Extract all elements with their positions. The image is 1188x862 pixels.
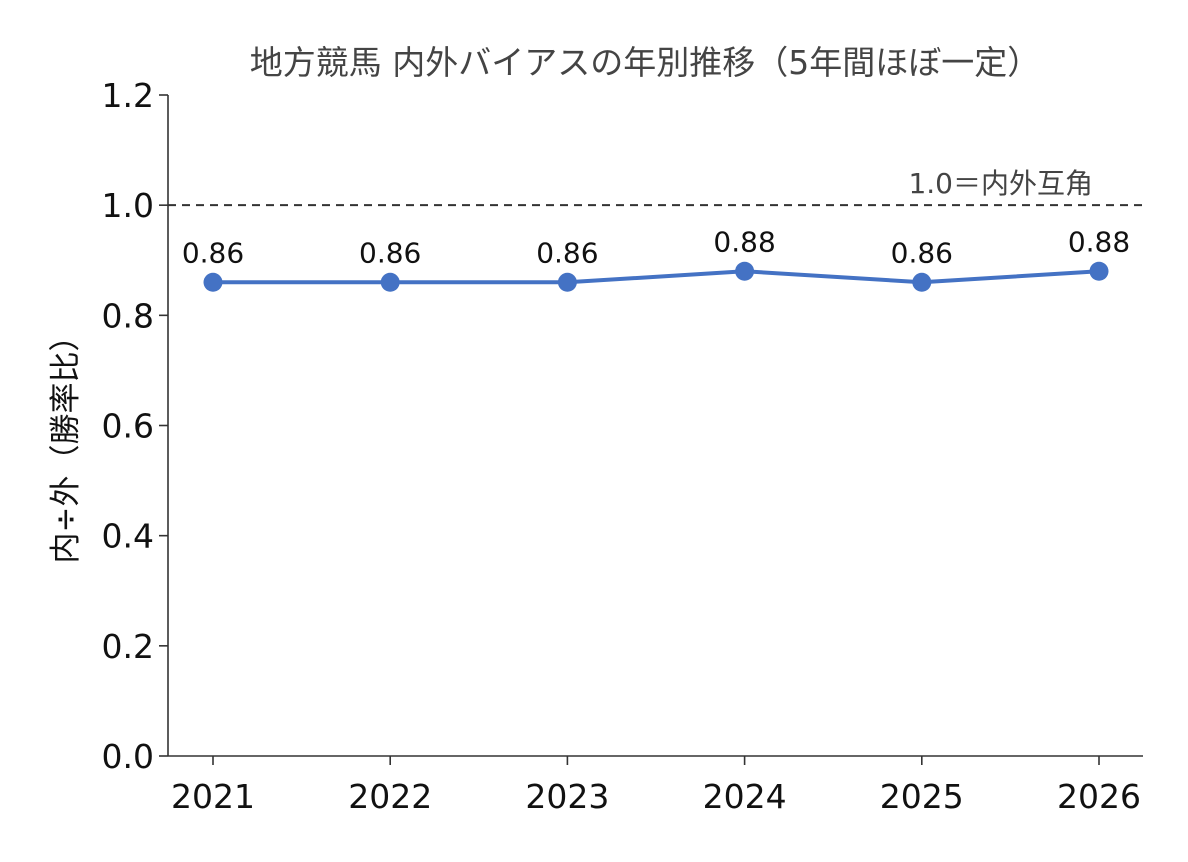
data-label: 0.86 <box>536 236 598 269</box>
data-label: 0.88 <box>1068 225 1130 258</box>
x-tick-label: 2026 <box>1057 777 1141 816</box>
series-line <box>213 269 1100 285</box>
data-label: 0.86 <box>182 236 244 269</box>
y-axis-label: 内÷外（勝率比） <box>48 321 84 564</box>
y-tick-label: 0.0 <box>102 737 154 776</box>
chart-title: 地方競馬 内外バイアスの年別推移（5年間ほぼ一定） <box>250 43 1041 82</box>
series-layer: 0.86 0.86 0.86 0.88 0.86 0.88 <box>182 225 1130 292</box>
reference-layer: 1.0＝内外互角 <box>168 167 1143 207</box>
data-point <box>735 261 755 281</box>
x-tick-label: 2024 <box>703 777 787 816</box>
data-point <box>1089 261 1109 281</box>
data-label: 0.88 <box>713 225 775 258</box>
data-point <box>380 272 400 292</box>
x-tick-label: 2021 <box>171 777 255 816</box>
y-tick-label: 1.2 <box>102 76 154 115</box>
axes: 0.0 0.2 0.4 0.6 0.8 1.0 1.2 2021 2022 2023 2024 202… <box>102 76 1143 816</box>
data-label: 0.86 <box>359 236 421 269</box>
y-tick-label: 1.0 <box>102 186 154 225</box>
data-point <box>203 272 223 292</box>
y-tick-label: 0.8 <box>102 296 154 335</box>
data-point <box>557 272 577 292</box>
x-tick-label: 2023 <box>525 777 609 816</box>
reference-line-label: 1.0＝内外互角 <box>908 167 1093 200</box>
y-tick-label: 0.4 <box>102 517 154 556</box>
data-point <box>912 272 932 292</box>
data-label: 0.86 <box>891 236 953 269</box>
x-tick-label: 2025 <box>880 777 964 816</box>
x-tick-label: 2022 <box>348 777 432 816</box>
y-tick-label: 0.2 <box>102 627 154 666</box>
y-tick-label: 0.6 <box>102 407 154 446</box>
